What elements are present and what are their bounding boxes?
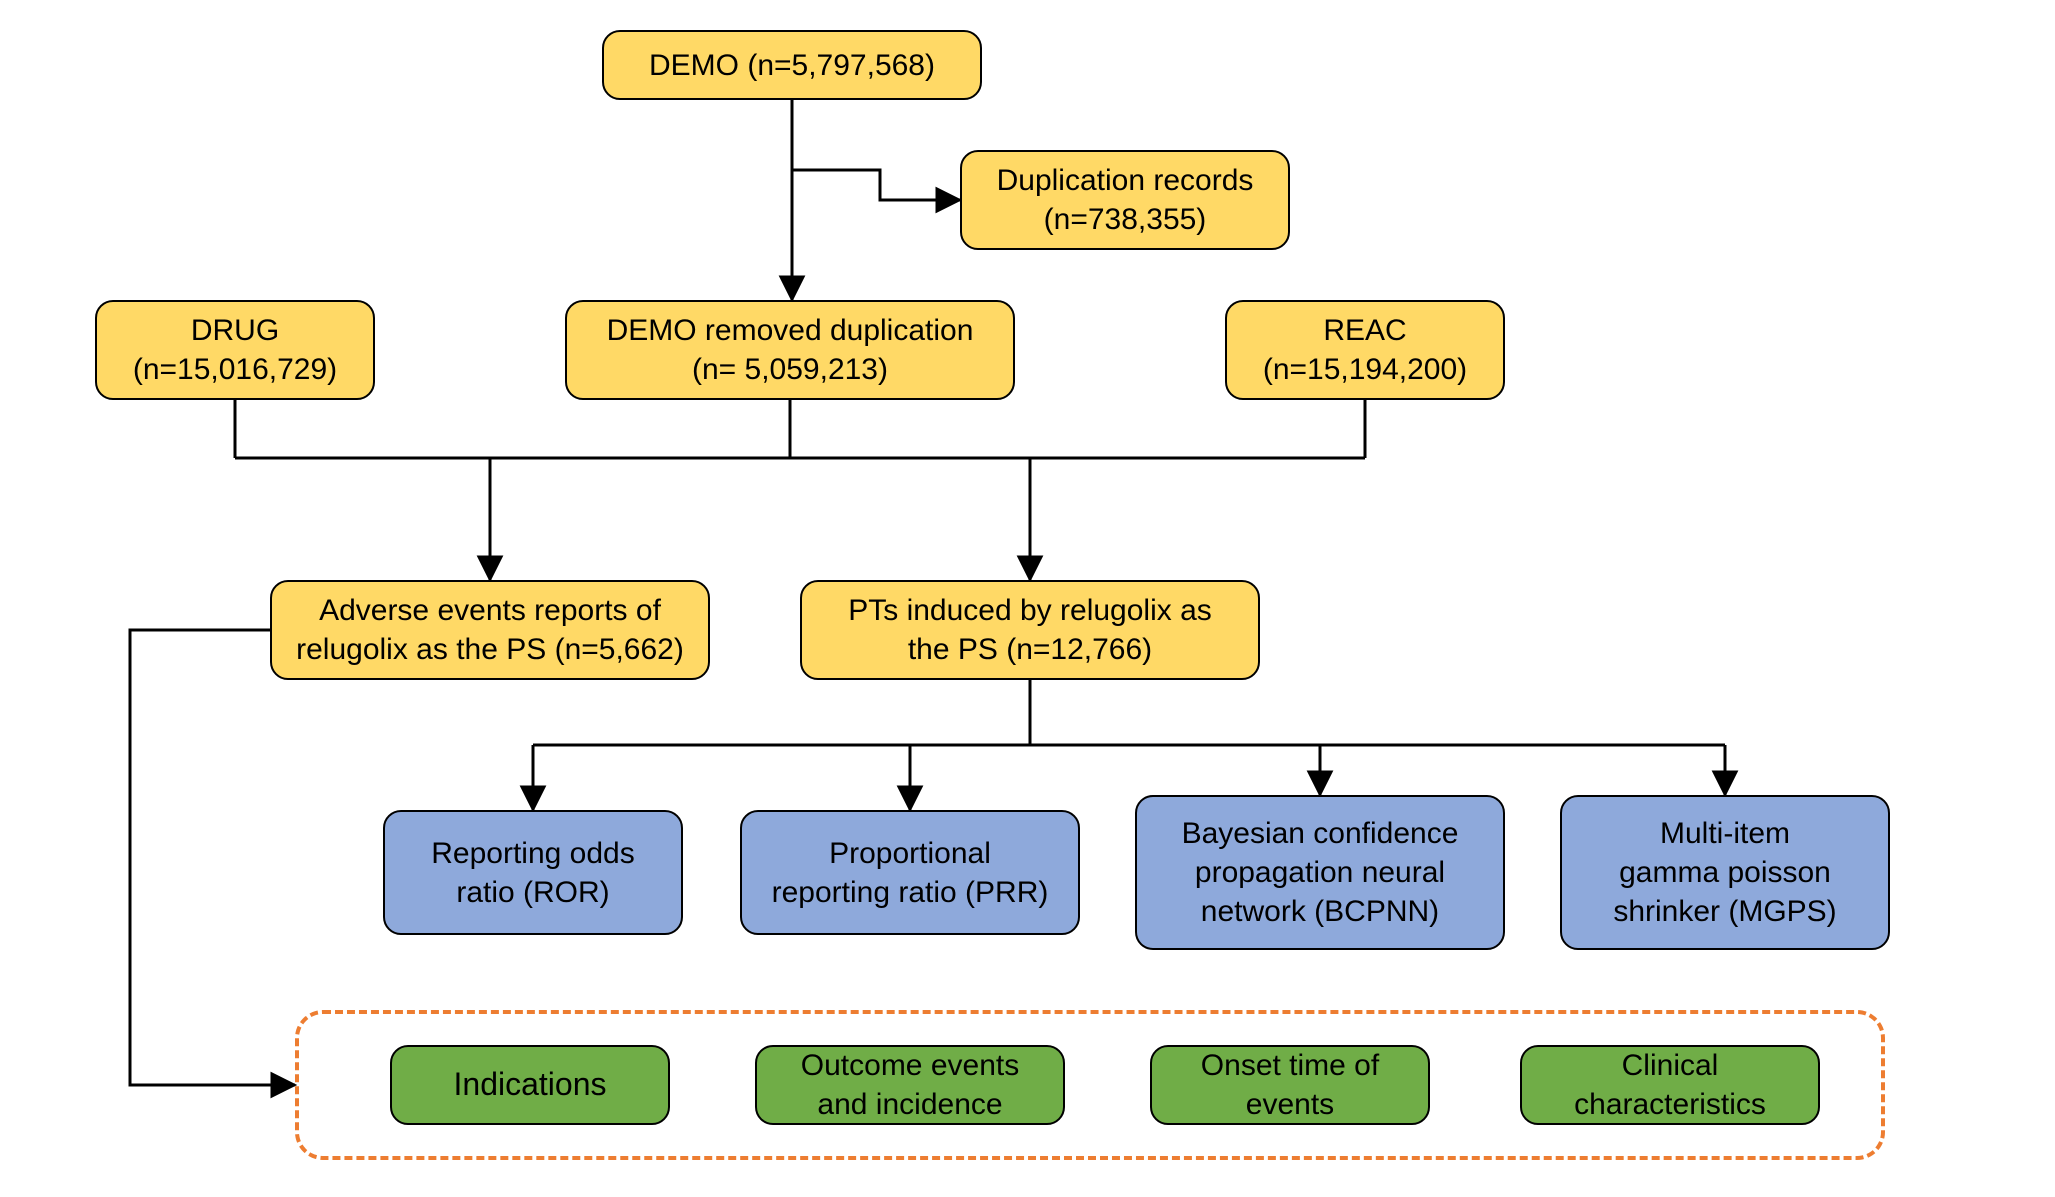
node-label: DEMO removed duplication (n= 5,059,213): [607, 311, 974, 389]
node-reac: REAC (n=15,194,200): [1225, 300, 1505, 400]
node-label: Outcome events and incidence: [801, 1046, 1019, 1124]
node-dup: Duplication records (n=738,355): [960, 150, 1290, 250]
node-label: Multi-item gamma poisson shrinker (MGPS): [1613, 814, 1836, 931]
node-adv: Adverse events reports of relugolix as t…: [270, 580, 710, 680]
node-label: DEMO (n=5,797,568): [649, 46, 935, 85]
node-demo: DEMO (n=5,797,568): [602, 30, 982, 100]
node-prr: Proportional reporting ratio (PRR): [740, 810, 1080, 935]
node-label: Reporting odds ratio (ROR): [431, 834, 634, 912]
node-label: Adverse events reports of relugolix as t…: [296, 591, 684, 669]
node-label: Clinical characteristics: [1574, 1046, 1766, 1124]
node-label: PTs induced by relugolix as the PS (n=12…: [848, 591, 1212, 669]
node-indic: Indications: [390, 1045, 670, 1125]
node-pts: PTs induced by relugolix as the PS (n=12…: [800, 580, 1260, 680]
node-onset: Onset time of events: [1150, 1045, 1430, 1125]
node-bcpnn: Bayesian confidence propagation neural n…: [1135, 795, 1505, 950]
node-outcome: Outcome events and incidence: [755, 1045, 1065, 1125]
node-label: Proportional reporting ratio (PRR): [772, 834, 1049, 912]
node-label: Duplication records (n=738,355): [997, 161, 1254, 239]
node-mgps: Multi-item gamma poisson shrinker (MGPS): [1560, 795, 1890, 950]
node-drug: DRUG (n=15,016,729): [95, 300, 375, 400]
node-clinical: Clinical characteristics: [1520, 1045, 1820, 1125]
node-label: Bayesian confidence propagation neural n…: [1182, 814, 1459, 931]
node-label: Onset time of events: [1201, 1046, 1379, 1124]
node-label: DRUG (n=15,016,729): [133, 311, 337, 389]
node-label: REAC (n=15,194,200): [1263, 311, 1467, 389]
node-demo2: DEMO removed duplication (n= 5,059,213): [565, 300, 1015, 400]
flowchart-diagram: DEMO (n=5,797,568) Duplication records (n…: [0, 0, 2055, 1197]
node-ror: Reporting odds ratio (ROR): [383, 810, 683, 935]
node-label: Indications: [454, 1064, 607, 1106]
